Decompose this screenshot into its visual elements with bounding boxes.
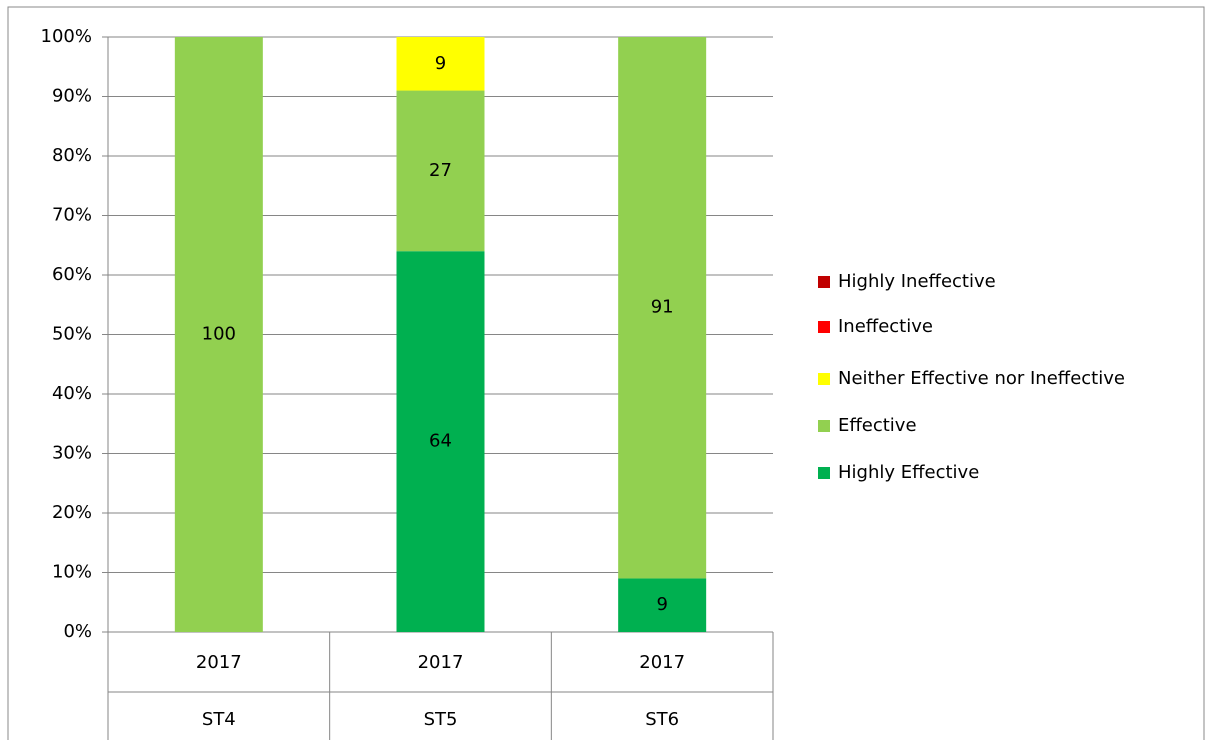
y-tick-label: 80%	[52, 145, 92, 166]
legend-label: Highly Ineffective	[838, 271, 996, 292]
data-label: 9	[435, 53, 446, 74]
data-label: 9	[656, 594, 667, 615]
y-tick-label: 10%	[52, 562, 92, 583]
legend-label: Neither Effective nor Ineffective	[838, 368, 1125, 389]
y-tick-label: 60%	[52, 264, 92, 285]
chart-frame	[7, 6, 1205, 740]
data-label: 100	[202, 324, 236, 345]
bar-segment	[396, 37, 485, 91]
x-group-label: ST4	[202, 709, 236, 730]
y-tick-label: 70%	[52, 205, 92, 226]
bar-segment	[174, 37, 263, 632]
y-tick-label: 50%	[52, 324, 92, 345]
bar-segment	[618, 37, 707, 579]
legend-swatch	[818, 467, 830, 479]
data-label: 64	[429, 431, 452, 452]
legend-swatch	[818, 420, 830, 432]
x-tick-label: 2017	[639, 652, 685, 673]
legend-swatch	[818, 321, 830, 333]
legend-swatch	[818, 276, 830, 288]
y-tick-label: 20%	[52, 502, 92, 523]
x-group-label: ST5	[424, 709, 458, 730]
y-tick-label: 90%	[52, 86, 92, 107]
y-tick-label: 0%	[63, 621, 92, 642]
legend-label: Ineffective	[838, 316, 933, 337]
x-tick-label: 2017	[196, 652, 242, 673]
bar-segment	[396, 251, 485, 632]
bar-segment	[396, 90, 485, 252]
y-tick-label: 30%	[52, 443, 92, 464]
data-label: 91	[651, 297, 674, 318]
legend-swatch	[818, 373, 830, 385]
y-tick-label: 40%	[52, 383, 92, 404]
y-tick-label: 100%	[41, 26, 92, 47]
legend-label: Effective	[838, 415, 917, 436]
data-label: 27	[429, 160, 452, 181]
legend-label: Highly Effective	[838, 462, 979, 483]
x-group-label: ST6	[645, 709, 679, 730]
bar-segment	[618, 578, 707, 632]
x-tick-label: 2017	[418, 652, 464, 673]
